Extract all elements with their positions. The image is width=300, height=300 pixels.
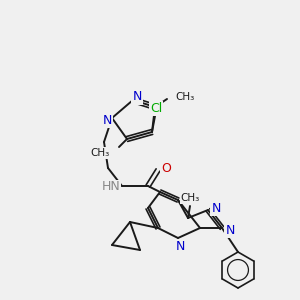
Text: N: N [132,91,142,103]
Text: Cl: Cl [150,101,162,115]
Text: CH₃: CH₃ [180,193,200,203]
Text: N: N [225,224,235,236]
Text: N: N [211,202,221,214]
Text: O: O [161,163,171,176]
Text: CH₃: CH₃ [175,92,194,102]
Text: N: N [102,113,112,127]
Text: HN: HN [102,181,120,194]
Text: CH₃: CH₃ [91,148,110,158]
Text: N: N [175,239,185,253]
